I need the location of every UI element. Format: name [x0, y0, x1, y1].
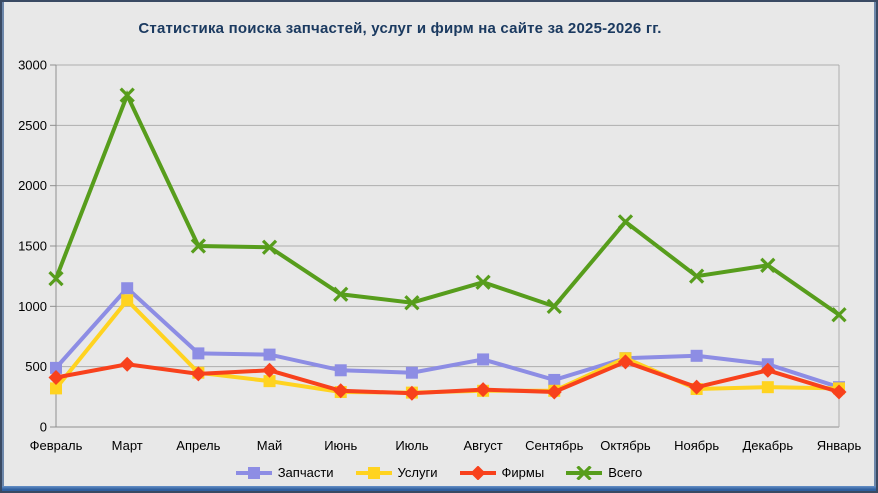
series-markers-vsego: [48, 87, 847, 323]
x-tick-label: Июнь: [324, 438, 357, 453]
x-tick-label: Май: [257, 438, 282, 453]
legend-item-uslugi: Услуги: [355, 465, 438, 480]
series-markers-uslugi: [50, 294, 845, 399]
y-tick-label: 1000: [18, 299, 47, 314]
x-tick-label: Июль: [395, 438, 428, 453]
window-bottom-bar: [2, 486, 876, 491]
series-vsego: [48, 87, 847, 323]
x-tick-label: Декабрь: [742, 438, 793, 453]
series-firmy: [48, 354, 847, 401]
series-line-zapchasti: [54, 285, 840, 390]
series-markers-firmy: [48, 354, 847, 401]
legend-label-firmy: Фирмы: [501, 465, 545, 480]
x-axis-labels: Февраль Март Апрель Май Июнь Июль Август Сентяб…: [30, 438, 862, 453]
legend: Запчасти Услуги Фирмы Всего: [2, 465, 876, 480]
y-tick-label: 3000: [18, 58, 47, 73]
x-tick-label: Сентябрь: [525, 438, 583, 453]
y-tick-label: 0: [40, 420, 47, 435]
legend-marker-firmy: [459, 465, 496, 480]
series-line-uslugi: [54, 297, 840, 395]
legend-marker-uslugi: [355, 466, 392, 479]
legend-item-vsego: Всего: [566, 465, 642, 480]
x-tick-label: Январь: [817, 438, 862, 453]
y-tick-label: 2000: [18, 178, 47, 193]
y-axis-labels: 0 500 1000 1500 2000 2500 3000: [18, 58, 47, 435]
series-line-firmy: [55, 359, 840, 396]
x-tick-label: Ноябрь: [674, 438, 719, 453]
gridlines: [56, 64, 839, 428]
legend-marker-vsego: [566, 465, 603, 480]
series-zapchasti: [50, 282, 845, 394]
series-line-vsego: [54, 90, 841, 317]
x-tick-label: Февраль: [30, 438, 83, 453]
y-tick-label: 500: [25, 359, 47, 374]
legend-item-zapchasti: Запчасти: [235, 465, 334, 480]
series-markers-zapchasti: [50, 282, 845, 394]
legend-label-vsego: Всего: [608, 465, 643, 480]
window-left-edge: [2, 2, 4, 491]
x-tick-label: Март: [112, 438, 143, 453]
x-tick-label: Август: [464, 438, 503, 453]
series-uslugi: [50, 294, 845, 399]
window-right-edge: [874, 2, 876, 491]
chart-title: Статистика поиска запчастей, услуг и фир…: [138, 20, 662, 37]
legend-label-zapchasti: Запчасти: [277, 465, 334, 480]
y-tick-label: 2500: [18, 118, 47, 133]
legend-label-uslugi: Услуги: [397, 465, 438, 480]
x-tick-label: Апрель: [176, 438, 220, 453]
legend-item-firmy: Фирмы: [459, 465, 545, 480]
legend-marker-zapchasti: [235, 466, 272, 479]
x-tick-label: Октябрь: [600, 438, 651, 453]
y-tick-label: 1500: [18, 239, 47, 254]
